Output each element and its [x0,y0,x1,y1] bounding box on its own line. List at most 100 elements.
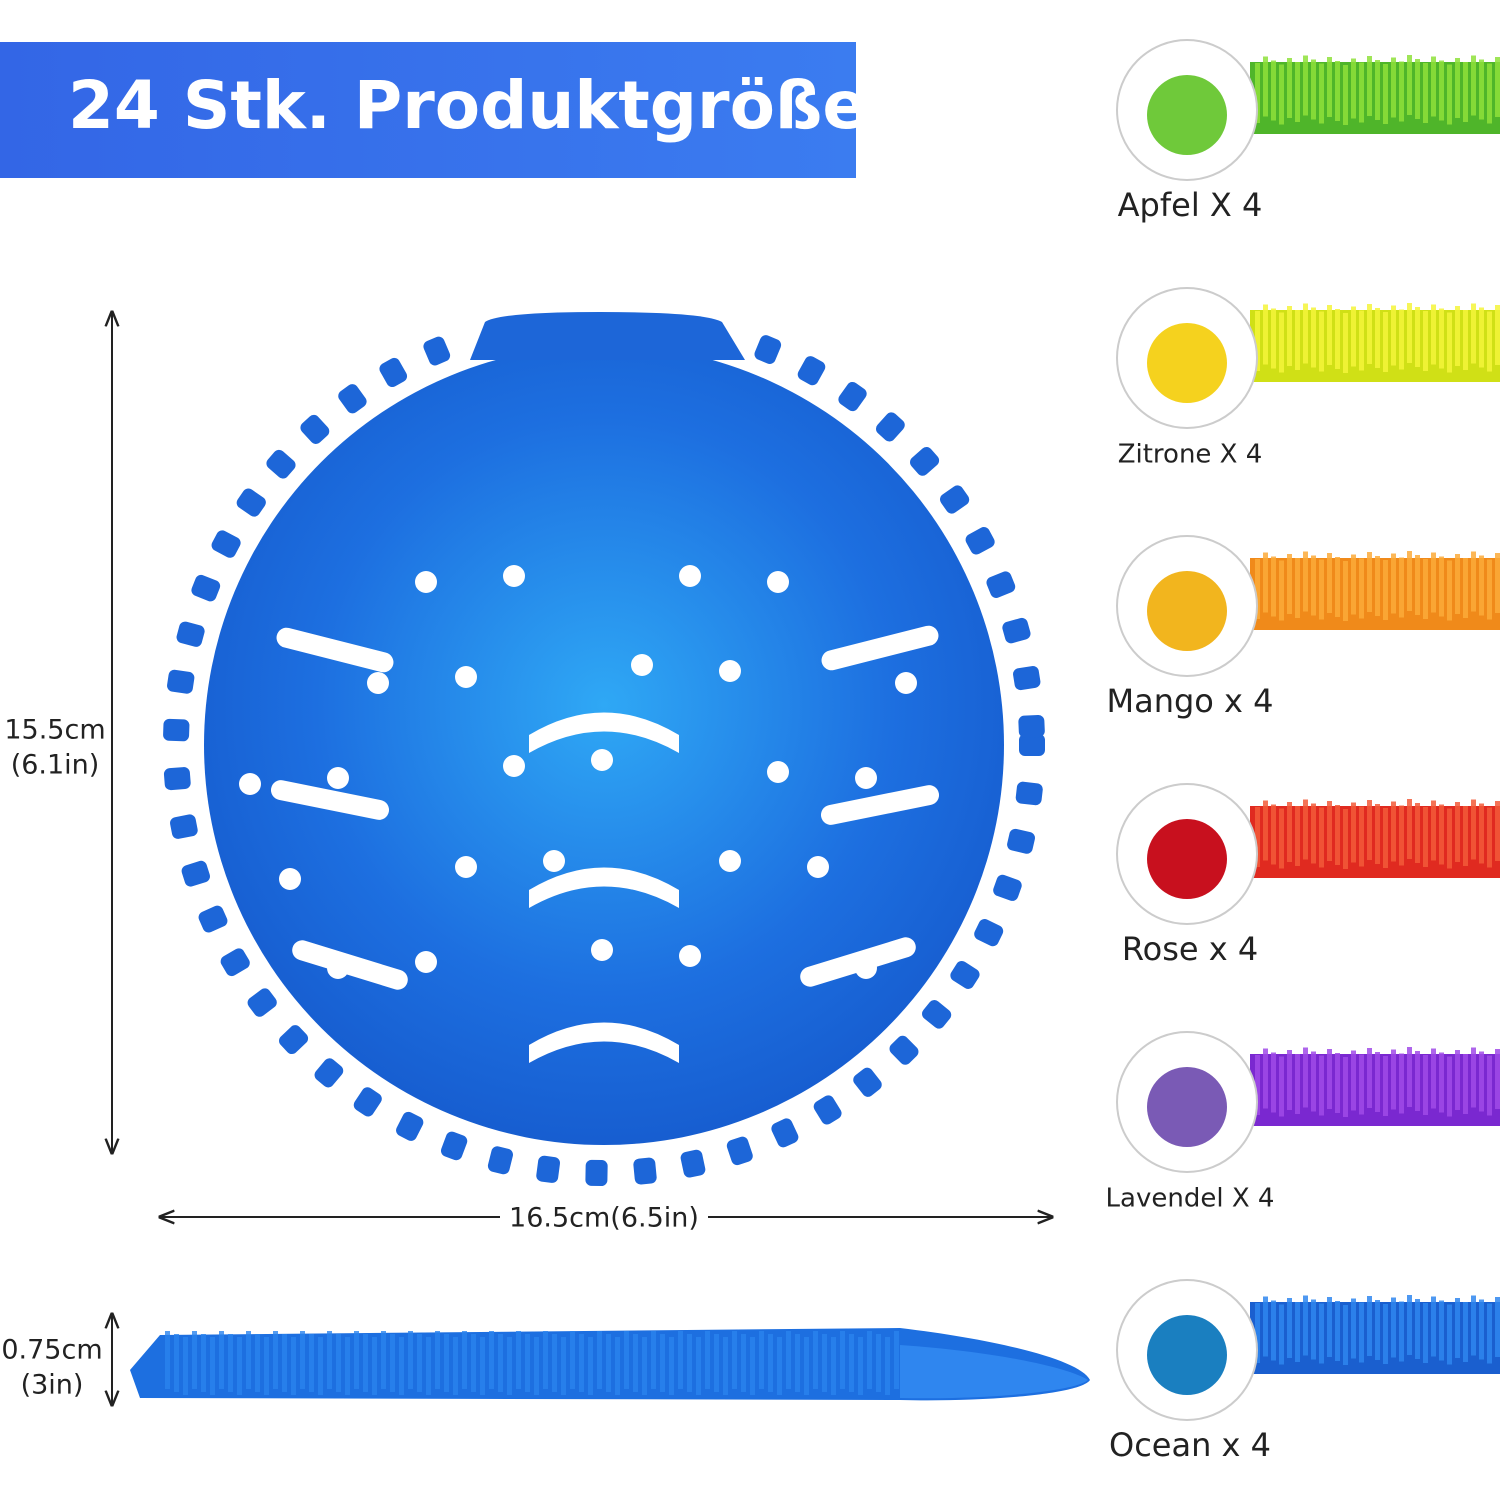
tooth [487,1146,514,1175]
bristle [318,1337,323,1395]
bristle [1487,807,1492,868]
bristle [1375,1300,1380,1360]
bristle [1367,1296,1372,1356]
bristle [1343,561,1348,621]
scent-label: Mango x 4 [1106,682,1273,720]
bristle [309,1334,314,1392]
bristle [1367,304,1372,364]
bristle [372,1337,377,1395]
bristle [1463,806,1468,866]
bristle [444,1334,449,1392]
bristle [714,1334,719,1392]
hole [855,767,877,789]
screen-tab [470,312,745,360]
bristle [1327,1049,1332,1109]
bristle [1479,59,1484,120]
bristle [1343,1305,1348,1365]
bristle [291,1337,296,1395]
hole [679,945,701,967]
tooth [754,335,782,364]
hole [327,957,349,979]
bristle [1463,1054,1468,1114]
bristle [1351,58,1356,119]
bristle [1391,801,1396,862]
tooth [163,767,191,791]
bristle [1279,808,1284,869]
bristle [849,1334,854,1392]
hole [807,856,829,878]
tooth [170,814,198,839]
bristle [1263,1296,1268,1357]
urinal-screen [163,312,1045,1187]
bristle [759,1331,764,1389]
bristle [1327,553,1332,613]
hole [367,672,389,694]
bristle [1295,1302,1300,1362]
bristle [1343,65,1348,125]
bristle [1295,62,1300,122]
tooth [167,669,195,694]
bristle [1295,1054,1300,1114]
bristle [660,1334,665,1392]
bristle [1423,1055,1428,1115]
bristle [1471,1295,1476,1356]
bristle [543,1331,548,1389]
bristle [1447,64,1452,125]
bristle [1415,59,1420,119]
bristle [273,1331,278,1389]
bristle [1271,556,1276,617]
scent-list: Apfel X 4 Zitrone X 4 Mango x 4 Rose x 4 Lav… [1106,39,1500,1464]
bristle [1471,303,1476,364]
tooth [220,948,250,977]
tooth [965,527,995,555]
bristle [1415,1051,1420,1111]
slot [529,712,679,753]
bristle [1367,1048,1372,1108]
bristle [1255,559,1260,619]
bristle [1311,59,1316,120]
bristle [1439,804,1444,865]
bristle [1415,803,1420,863]
bristle [1423,63,1428,123]
bristle [1263,304,1268,365]
tooth [889,1035,919,1065]
bristle [1455,306,1460,366]
bristle [1399,1301,1404,1362]
tooth [266,449,296,479]
tooth [338,384,367,414]
bristle [1431,1296,1436,1357]
bristle [777,1337,782,1395]
bristle [1335,61,1340,121]
bristle [534,1337,539,1395]
title-banner [0,42,856,178]
bristle [1439,1300,1444,1361]
slot [529,867,679,908]
slot [821,625,939,671]
height-label: (6.1in) [11,750,100,781]
bristle [1423,1303,1428,1363]
bristle [1415,1299,1420,1359]
bristle [651,1331,656,1389]
bristle [858,1337,863,1395]
bristle [210,1337,215,1395]
bristle [1359,1054,1364,1115]
bristle [1287,554,1292,614]
bristle [1415,307,1420,367]
bristle [1447,1056,1452,1117]
bristle [750,1337,755,1395]
bristle [1495,1049,1500,1109]
title: 24 Stk. Produktgröße [68,67,867,144]
bristle [363,1334,368,1392]
bristle [1383,1056,1388,1116]
bristle [1383,1304,1388,1364]
bristle [669,1337,674,1395]
bristle [1455,554,1460,614]
screen-disk [204,345,1004,1145]
tooth [726,1136,753,1166]
slot [529,1022,679,1063]
bristle [1391,57,1396,118]
bristle [867,1331,872,1389]
